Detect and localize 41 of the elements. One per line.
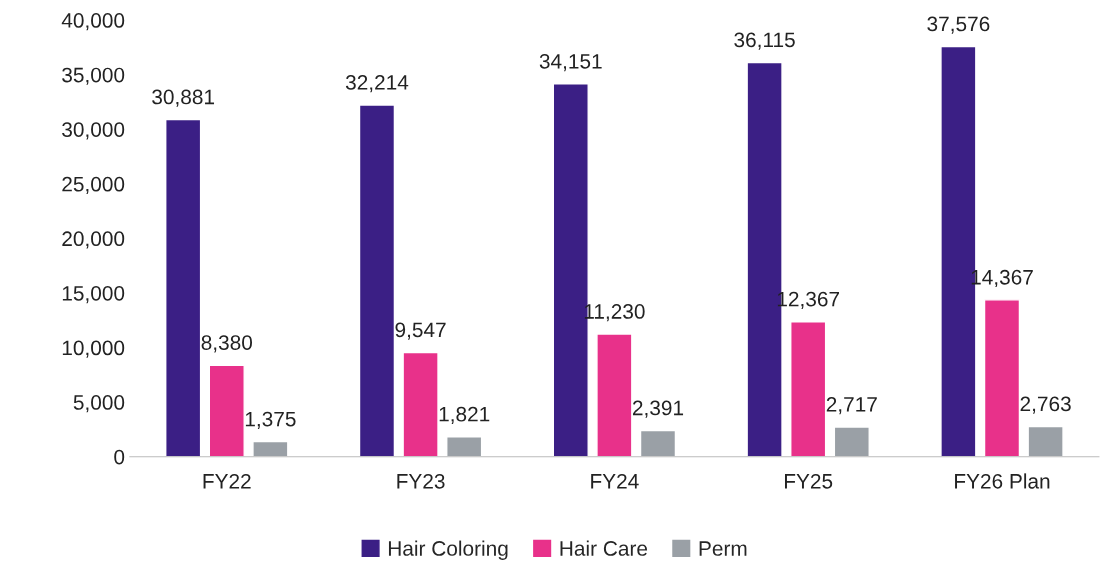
bar bbox=[790, 320, 827, 457]
data-label: 2,391 bbox=[632, 400, 684, 418]
bar bbox=[639, 429, 677, 457]
x-tick-label: FY24 bbox=[591, 473, 639, 489]
bar bbox=[208, 364, 245, 457]
data-label: 9,547 bbox=[395, 322, 446, 340]
bar bbox=[446, 436, 483, 457]
bar bbox=[252, 440, 289, 457]
bar bbox=[402, 351, 439, 457]
data-label: 34,151 bbox=[539, 53, 602, 72]
x-tick-label: FY26 Plan bbox=[955, 473, 1050, 489]
data-label: 37,576 bbox=[927, 16, 990, 34]
y-tick-label: 15,000 bbox=[62, 285, 125, 304]
bar bbox=[833, 426, 870, 457]
y-tick-label: 5,000 bbox=[73, 395, 125, 413]
y-tick-label: 30,000 bbox=[62, 122, 125, 140]
x-tick-label: FY22 bbox=[203, 473, 251, 489]
data-label: 2,717 bbox=[826, 397, 877, 415]
y-tick-label: 40,000 bbox=[61, 13, 125, 31]
y-tick-label: 0 bbox=[114, 449, 125, 465]
y-tick-label: 25,000 bbox=[62, 176, 125, 194]
bar bbox=[358, 104, 396, 457]
data-label: 1,375 bbox=[245, 411, 296, 429]
data-label: 30,881 bbox=[152, 89, 215, 107]
data-label: 2,763 bbox=[1020, 396, 1071, 414]
legend-label: Hair Coloring bbox=[388, 540, 508, 560]
x-tick-label: FY25 bbox=[785, 473, 833, 489]
bar bbox=[1027, 425, 1064, 457]
data-label: 32,214 bbox=[345, 75, 409, 93]
y-tick-label: 35,000 bbox=[62, 67, 125, 85]
bar bbox=[983, 299, 1021, 457]
bar bbox=[596, 333, 633, 457]
y-tick-label: 10,000 bbox=[62, 340, 125, 358]
data-label: 1,821 bbox=[439, 406, 490, 425]
data-label: 36,115 bbox=[734, 32, 795, 50]
x-tick-label: FY23 bbox=[397, 473, 445, 489]
bar bbox=[165, 118, 202, 457]
y-tick-label: 20,000 bbox=[62, 231, 125, 249]
legend-label: Hair Care bbox=[560, 540, 648, 556]
data-label: 8,380 bbox=[201, 335, 253, 353]
legend-label: Perm bbox=[699, 541, 747, 556]
